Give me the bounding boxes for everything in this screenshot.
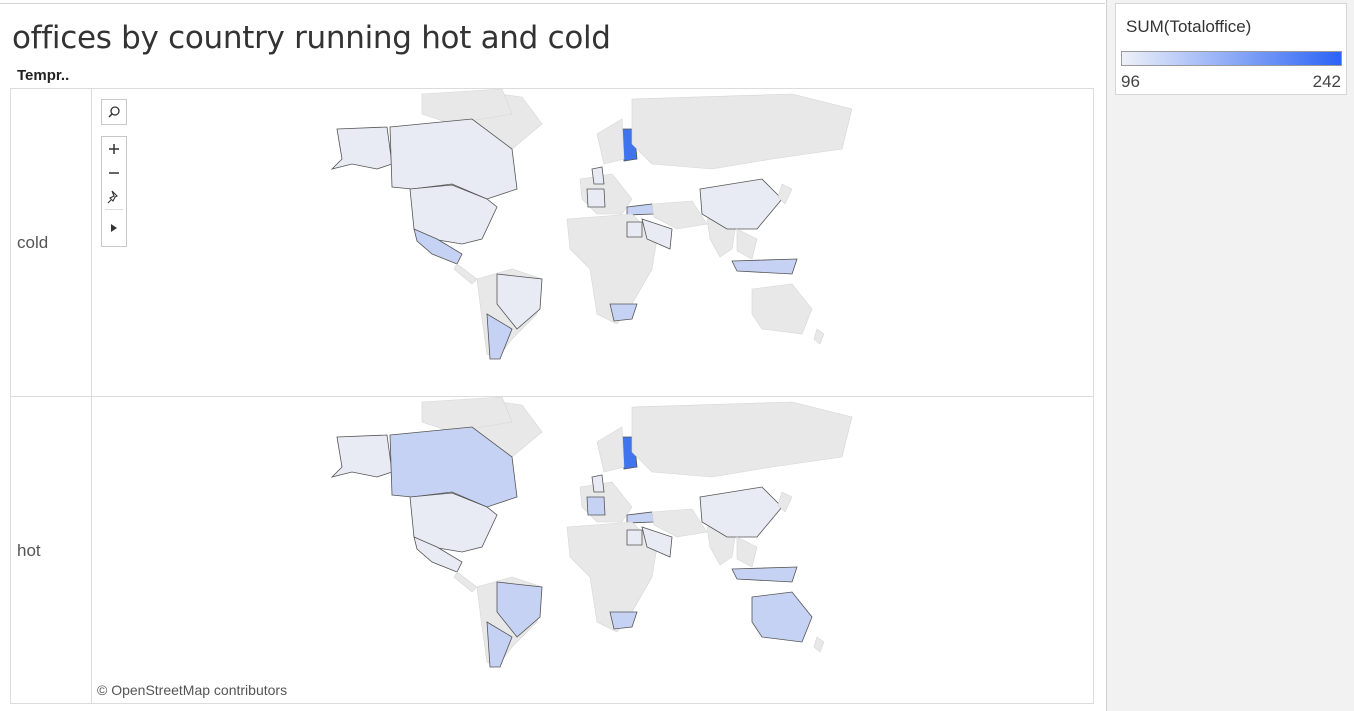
top-rule — [0, 3, 1105, 4]
country-scandinavia[interactable] — [596, 118, 625, 165]
map-pane-hot[interactable] — [92, 397, 1093, 703]
search-icon[interactable] — [102, 100, 126, 124]
country-middle-east[interactable] — [651, 200, 708, 230]
country-scandinavia[interactable] — [596, 426, 625, 473]
map-search-toolbar — [101, 99, 127, 125]
country-brazil[interactable] — [496, 273, 543, 330]
map-pane-cold[interactable] — [92, 89, 1093, 396]
country-france[interactable] — [586, 496, 606, 516]
country-middle-east[interactable] — [651, 508, 708, 538]
country-se-asia[interactable] — [736, 536, 758, 568]
country-china[interactable] — [699, 178, 783, 230]
country-se-asia[interactable] — [736, 228, 758, 260]
country-russia[interactable] — [631, 401, 853, 478]
expand-arrow-icon[interactable] — [102, 216, 126, 240]
country-argentina[interactable] — [486, 621, 513, 668]
zoom-in-icon[interactable] — [102, 137, 126, 161]
side-pane — [1106, 0, 1354, 711]
map-zoom-toolbar — [101, 136, 127, 247]
country-arctic-islands[interactable] — [421, 397, 513, 433]
country-new-zealand[interactable] — [813, 328, 825, 345]
country-japan[interactable] — [777, 183, 793, 205]
country-uk[interactable] — [591, 474, 605, 493]
zoom-out-icon[interactable] — [102, 161, 126, 185]
row-header-tempr[interactable]: Tempr.. — [17, 67, 70, 84]
country-australia[interactable] — [751, 591, 813, 643]
country-egypt[interactable] — [626, 529, 643, 546]
country-turkey[interactable] — [626, 203, 655, 216]
country-brazil[interactable] — [496, 581, 543, 638]
legend-title: SUM(Totaloffice) — [1126, 17, 1252, 36]
country-arctic-islands[interactable] — [421, 89, 513, 125]
country-russia[interactable] — [631, 93, 853, 170]
country-france[interactable] — [586, 188, 606, 208]
row-label-cold[interactable]: cold — [17, 233, 49, 252]
country-uk[interactable] — [591, 166, 605, 185]
country-south-africa[interactable] — [609, 611, 638, 630]
country-egypt[interactable] — [626, 221, 643, 238]
map-attribution[interactable]: © OpenStreetMap contributors — [97, 682, 288, 698]
country-new-zealand[interactable] — [813, 636, 825, 653]
country-australia[interactable] — [751, 283, 813, 335]
world-map-hot — [330, 397, 853, 668]
country-argentina[interactable] — [486, 313, 513, 360]
legend-color-ramp — [1121, 51, 1342, 66]
country-saudi-arabia[interactable] — [641, 526, 673, 558]
row-label-hot[interactable]: hot — [17, 541, 41, 560]
country-alaska[interactable] — [330, 434, 393, 478]
country-saudi-arabia[interactable] — [641, 218, 673, 250]
country-south-africa[interactable] — [609, 303, 638, 322]
world-map-cold — [330, 89, 853, 360]
pane-divider — [10, 396, 1094, 397]
country-central-america[interactable] — [453, 263, 478, 285]
country-alaska[interactable] — [330, 126, 393, 170]
legend-max-value: 242 — [1312, 72, 1341, 91]
color-legend[interactable]: SUM(Totaloffice) 96 242 — [1115, 3, 1347, 95]
pin-icon[interactable] — [102, 185, 126, 209]
country-indonesia[interactable] — [731, 566, 798, 583]
country-turkey[interactable] — [626, 511, 655, 524]
country-china[interactable] — [699, 486, 783, 538]
country-japan[interactable] — [777, 491, 793, 513]
legend-min-value: 96 — [1121, 72, 1140, 91]
country-central-america[interactable] — [453, 571, 478, 593]
country-indonesia[interactable] — [731, 258, 798, 275]
toolbar-separator — [105, 209, 123, 210]
worksheet-title: offices by country running hot and cold — [12, 20, 611, 56]
